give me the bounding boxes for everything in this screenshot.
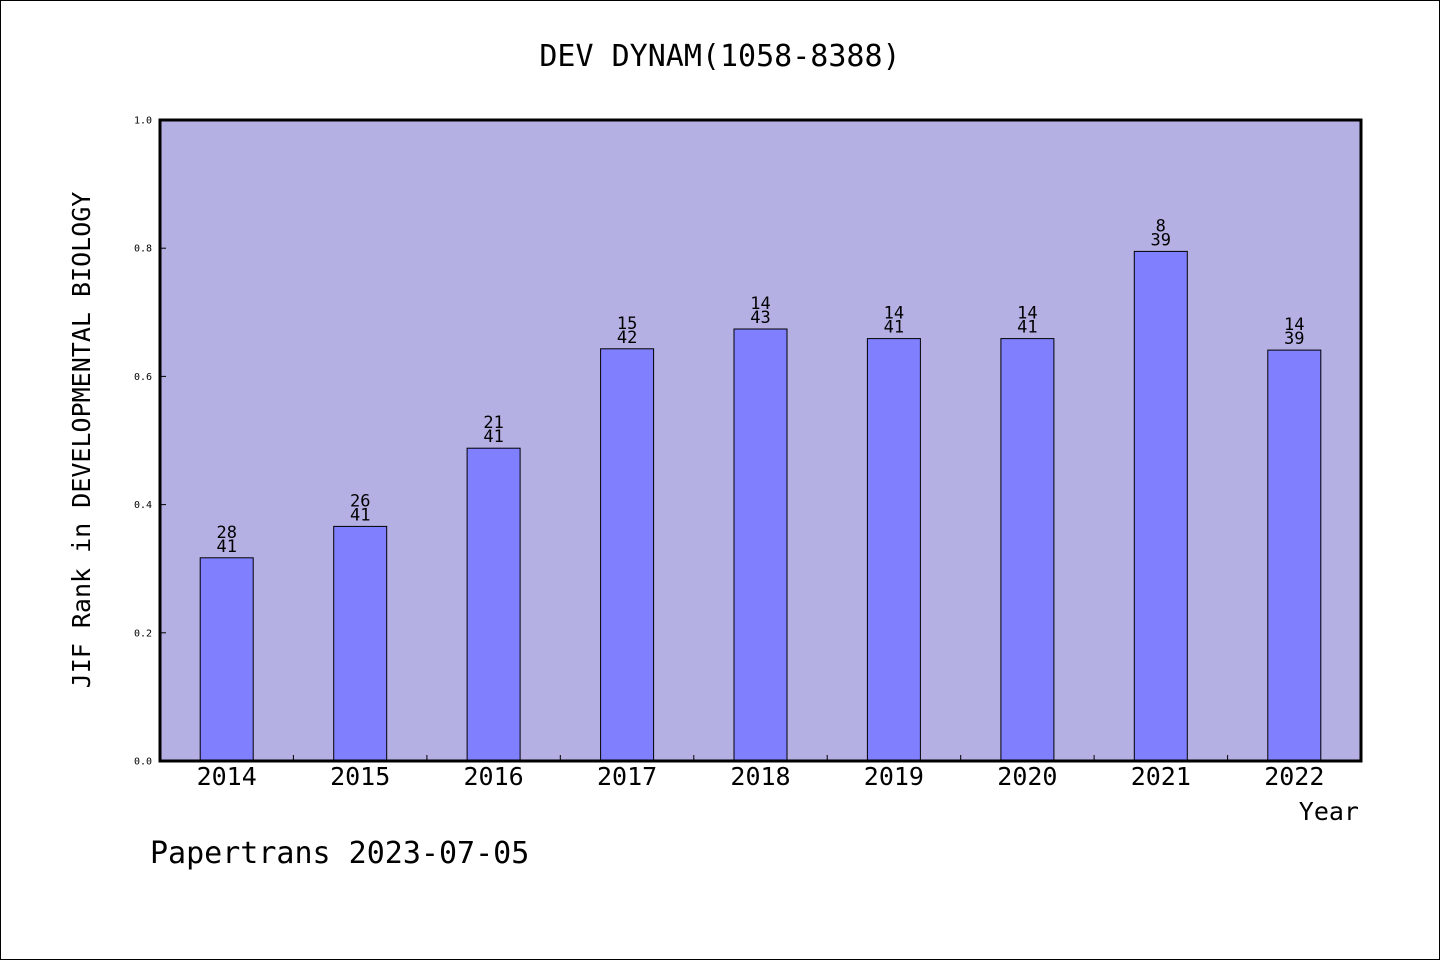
- data-label-rank-2019: 14: [884, 304, 904, 324]
- x-tick-label-2014: 2014: [197, 762, 257, 791]
- y-tick-label-0.4: 0.4: [134, 500, 152, 511]
- bar-2014: [199, 557, 254, 762]
- bar-2018: [733, 328, 788, 762]
- x-tick-label-2017: 2017: [597, 762, 657, 791]
- data-label-rank-2015: 26: [350, 491, 370, 511]
- data-label-rank-2014: 28: [216, 523, 236, 543]
- plot-border: [158, 118, 1363, 763]
- y-axis-ticks: 0.0 0.2 0.4 0.6 0.8 1.0: [134, 116, 166, 768]
- bar-2019: [866, 338, 921, 762]
- bar-2017: [600, 348, 655, 762]
- x-tick-label-2018: 2018: [730, 762, 790, 791]
- bar-2020: [1000, 338, 1055, 762]
- y-tick-label-0.0: 0.0: [134, 757, 152, 768]
- y-tick-label-0.6: 0.6: [134, 372, 152, 383]
- x-tick-label-2020: 2020: [997, 762, 1057, 791]
- data-label-total-2018: 43: [750, 308, 770, 328]
- data-label-rank-2020: 14: [1017, 304, 1037, 324]
- data-label-total-2016: 41: [483, 427, 503, 447]
- y-tick-label-0.2: 0.2: [134, 628, 152, 639]
- y-axis-label: JIF Rank in DEVELOPMENTAL BIOLOGY: [67, 192, 96, 689]
- data-label-rank-2017: 15: [617, 314, 637, 334]
- y-tick-label-1.0: 1.0: [134, 116, 152, 127]
- data-label-total-2017: 42: [617, 328, 637, 348]
- bars-group: [199, 250, 1322, 762]
- bar-2022: [1267, 349, 1322, 762]
- x-tick-label-2015: 2015: [330, 762, 390, 791]
- data-label-rank-2016: 21: [483, 413, 503, 433]
- x-tick-label-2022: 2022: [1264, 762, 1324, 791]
- data-label-rank-2021: 8: [1156, 216, 1166, 236]
- data-label-total-2021: 39: [1151, 230, 1171, 250]
- x-tick-label-2019: 2019: [864, 762, 924, 791]
- bar-2021: [1133, 250, 1188, 762]
- x-tick-label-2021: 2021: [1131, 762, 1191, 791]
- y-tick-label-0.8: 0.8: [134, 244, 152, 255]
- footer-credit: Papertrans 2023-07-05: [150, 836, 529, 871]
- data-label-rank-2022: 14: [1284, 315, 1304, 335]
- x-axis-ticks: 2014 2015 2016 2017 2018 2019 2020 2021 2022: [197, 755, 1324, 791]
- data-label-total-2019: 41: [884, 318, 904, 338]
- x-axis-label: Year: [1299, 797, 1359, 826]
- data-label-total-2015: 41: [350, 505, 370, 525]
- data-label-rank-2018: 14: [750, 294, 770, 314]
- x-tick-label-2016: 2016: [463, 762, 523, 791]
- data-label-total-2022: 39: [1284, 329, 1304, 349]
- data-label-total-2014: 41: [216, 537, 236, 557]
- chart-title: DEV DYNAM(1058-8388): [539, 39, 900, 74]
- bar-2016: [466, 447, 521, 762]
- data-label-total-2020: 41: [1017, 318, 1037, 338]
- bar-2015: [333, 525, 388, 762]
